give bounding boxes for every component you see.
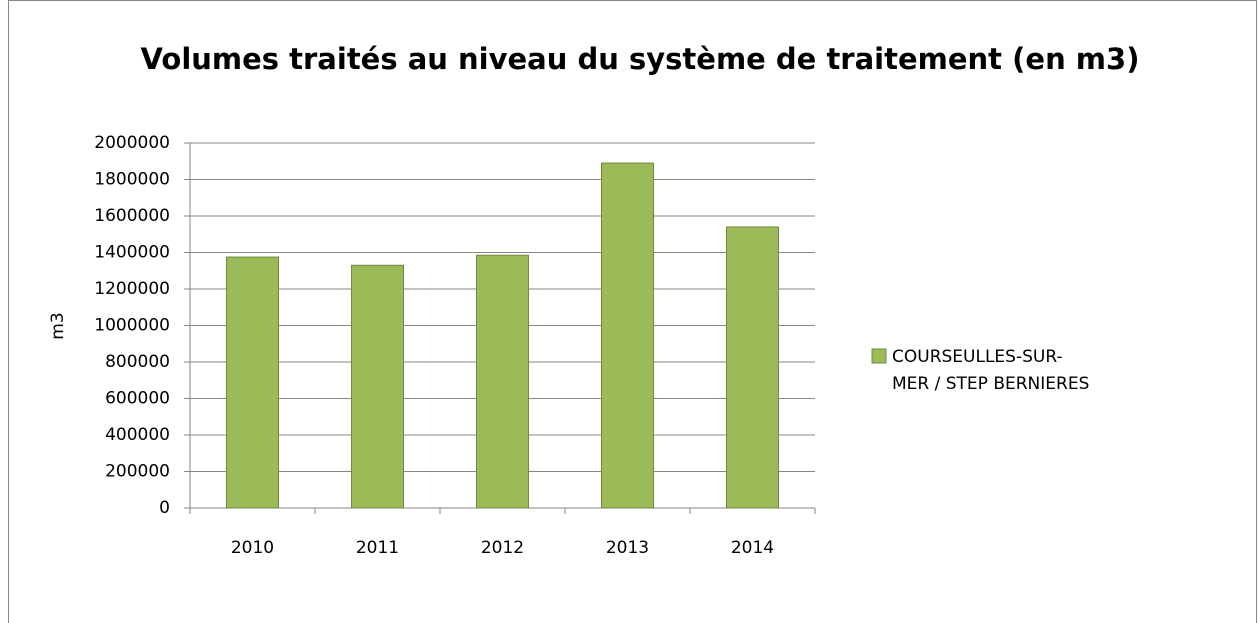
- y-tick-label: 400000: [105, 425, 170, 445]
- y-tick-label: 200000: [105, 462, 170, 482]
- bar: [476, 254, 529, 509]
- x-tick-label: 2014: [731, 538, 774, 558]
- x-tick-label: 2013: [606, 538, 649, 558]
- y-tick-label: 1800000: [94, 170, 170, 190]
- y-axis-label: m3: [48, 312, 68, 339]
- y-tick-label: 600000: [105, 389, 170, 409]
- legend-label: COURSEULLES-SUR-MER / STEP BERNIERES: [892, 347, 1090, 394]
- x-tick-label: 2011: [356, 538, 399, 558]
- y-tick-label: 1000000: [94, 316, 170, 336]
- y-tick-label: 1600000: [94, 206, 170, 226]
- x-tick-label: 2012: [481, 538, 524, 558]
- chart-title: Volumes traités au niveau du système de …: [140, 42, 1140, 76]
- y-tick-label: 2000000: [94, 133, 170, 153]
- bar: [226, 256, 279, 509]
- y-tick-label: 1200000: [94, 279, 170, 299]
- bar: [601, 162, 654, 509]
- y-tick-label: 0: [159, 498, 170, 518]
- x-tick-label: 2010: [231, 538, 274, 558]
- legend-swatch: [871, 348, 887, 364]
- chart-frame: [8, 0, 1257, 623]
- bar: [726, 226, 779, 509]
- bar: [351, 264, 404, 509]
- y-tick-label: 1400000: [94, 243, 170, 263]
- y-tick-label: 800000: [105, 352, 170, 372]
